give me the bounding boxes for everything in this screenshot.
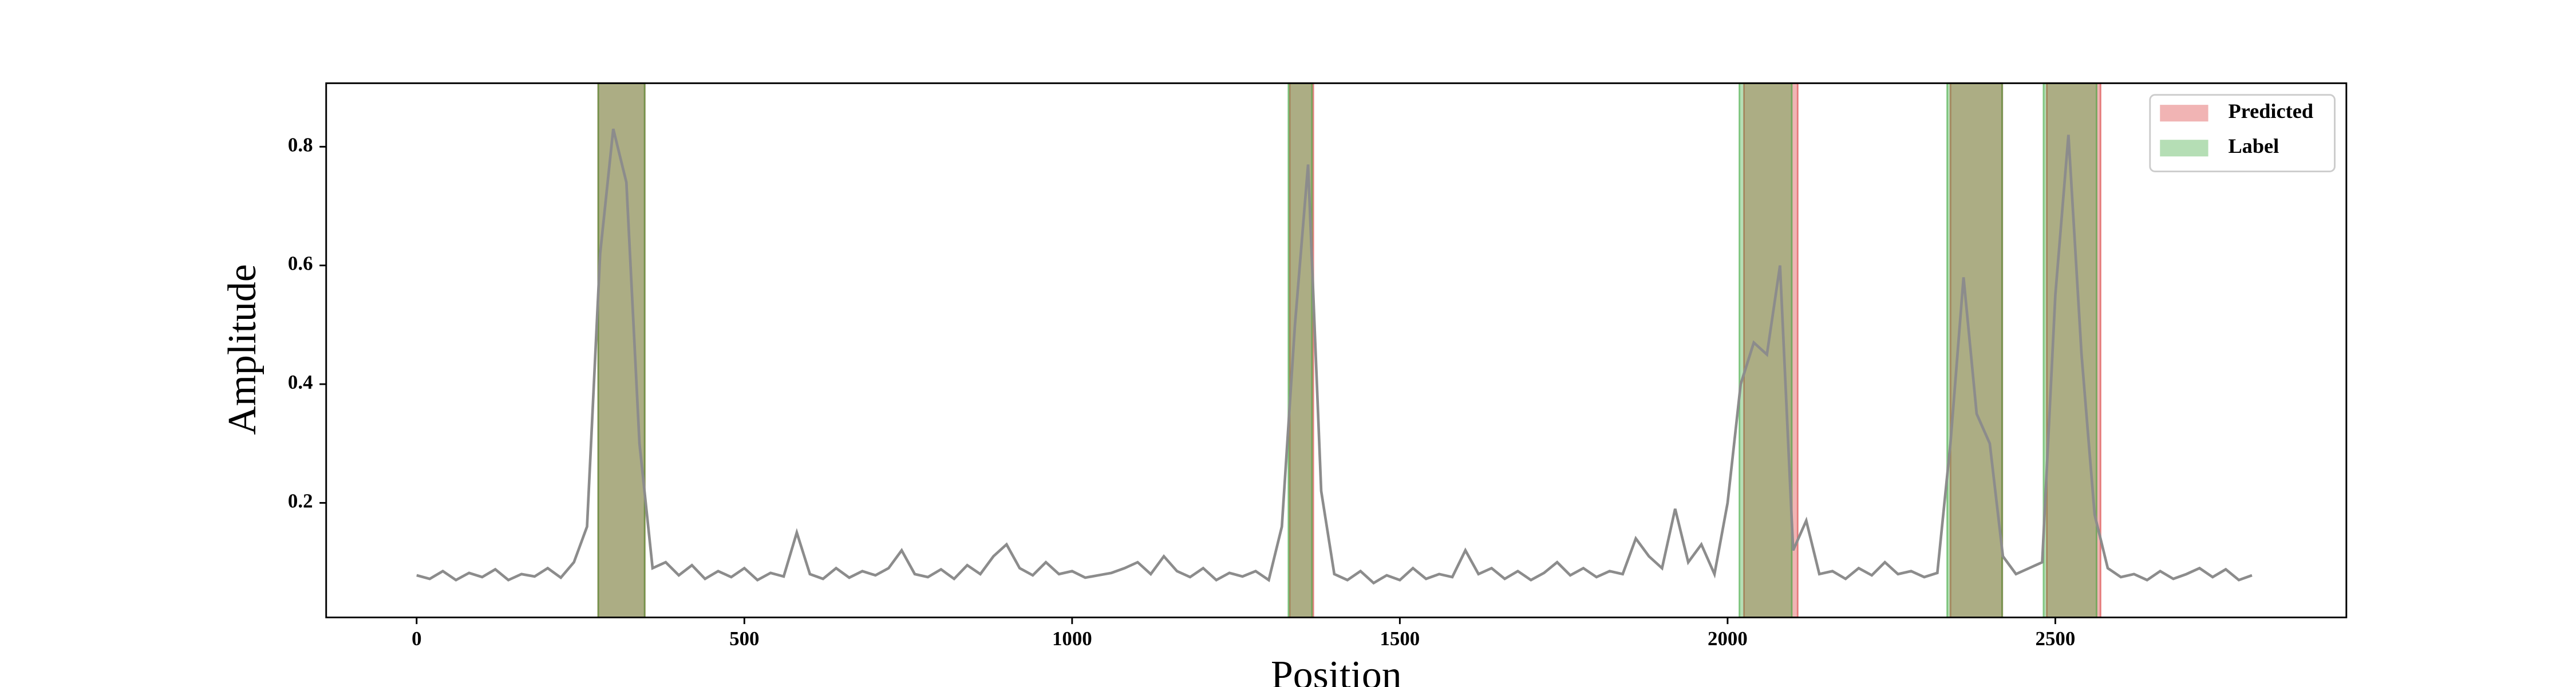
- x-tick-label: 2500: [2036, 627, 2076, 650]
- legend-box: [2149, 94, 2336, 172]
- span: [1287, 82, 1313, 618]
- x-axis-label: Position: [1271, 653, 1402, 687]
- ticks: 0 500 1000 1500 2000 2500 0.2 0.4 0.6 0.8: [288, 133, 2075, 650]
- x-tick-label: 2000: [1708, 627, 1748, 650]
- y-axis-label: Amplitude: [220, 264, 264, 435]
- x-tick-label: 1500: [1380, 627, 1420, 650]
- legend-label: Predicted: [2228, 100, 2313, 123]
- span: [597, 82, 646, 618]
- y-tick-label: 0.6: [288, 252, 313, 275]
- x-tick-label: 0: [412, 627, 421, 650]
- y-tick-label: 0.8: [288, 133, 313, 156]
- legend-swatch: [2160, 140, 2208, 157]
- legend: Predicted Label: [2149, 94, 2336, 172]
- x-tick-label: 500: [729, 627, 759, 650]
- plot-frame: [325, 82, 2348, 618]
- signal-line: [416, 128, 2253, 585]
- span: [1946, 82, 2004, 618]
- y-tick-label: 0.4: [288, 371, 313, 393]
- y-tick-label: 0.2: [288, 489, 313, 512]
- spans: [597, 82, 2101, 618]
- legend-swatch: [2160, 105, 2208, 122]
- span: [1743, 82, 1799, 618]
- lines: [416, 128, 2253, 585]
- x-tick-label: 1000: [1052, 627, 1092, 650]
- legend-label: Label: [2228, 135, 2279, 157]
